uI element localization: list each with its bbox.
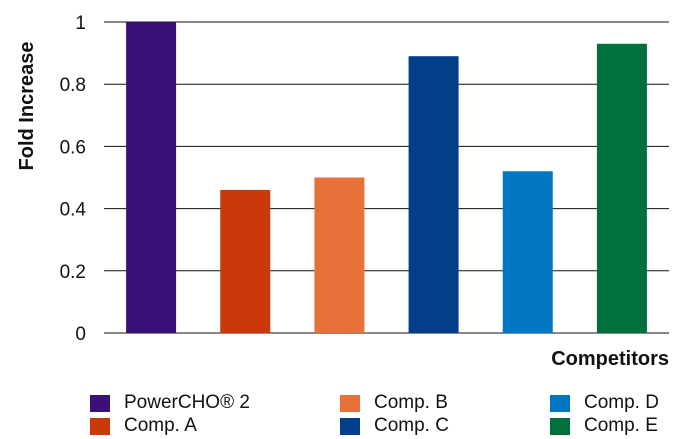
legend-swatch bbox=[340, 417, 360, 435]
legend-label: PowerCHO® 2 bbox=[124, 392, 250, 413]
bar-comp-b bbox=[314, 177, 365, 333]
legend-item: Comp. B bbox=[340, 392, 550, 414]
bar-comp-a bbox=[220, 189, 271, 333]
bar-powercho-2 bbox=[126, 22, 177, 333]
legend-item: Comp. A bbox=[90, 415, 340, 437]
legend-swatch bbox=[340, 394, 360, 412]
bars bbox=[126, 22, 647, 334]
legend-label: Comp. D bbox=[584, 392, 659, 413]
y-tick-labels: 0 0.2 0.4 0.6 0.8 1 bbox=[60, 13, 87, 345]
legend-swatch bbox=[90, 394, 110, 412]
bar-comp-d bbox=[502, 171, 553, 333]
legend-swatch bbox=[90, 417, 110, 435]
legend-item: Comp. D bbox=[550, 392, 675, 414]
legend-label: Comp. B bbox=[374, 392, 448, 413]
y-tick-label: 0.4 bbox=[60, 200, 87, 221]
x-axis-title: Competitors bbox=[551, 348, 669, 370]
legend-swatch bbox=[550, 394, 570, 412]
y-tick-label: 0.6 bbox=[60, 137, 86, 158]
bar-comp-e bbox=[596, 43, 647, 334]
legend-label: Comp. E bbox=[584, 415, 658, 436]
bar-comp-c bbox=[408, 56, 459, 334]
legend-item: Comp. C bbox=[340, 415, 550, 437]
legend-item: PowerCHO® 2 bbox=[90, 392, 340, 414]
y-axis-title: Fold Increase bbox=[16, 42, 38, 171]
legend-label: Comp. C bbox=[374, 415, 449, 436]
grid-lines bbox=[104, 21, 669, 334]
legend-swatch bbox=[550, 417, 570, 435]
y-tick-label: 0.8 bbox=[60, 75, 86, 96]
bar-chart: 0 0.2 0.4 0.6 0.8 1 Fold Increase Competitors bbox=[16, 13, 669, 370]
y-tick-label: 0.2 bbox=[60, 262, 86, 283]
legend: PowerCHO® 2 Comp. B Comp. D Comp. A Comp… bbox=[90, 392, 675, 438]
legend-item: Comp. E bbox=[550, 415, 675, 437]
y-tick-label: 0 bbox=[75, 324, 86, 345]
y-tick-label: 1 bbox=[75, 13, 86, 34]
legend-label: Comp. A bbox=[124, 415, 197, 436]
